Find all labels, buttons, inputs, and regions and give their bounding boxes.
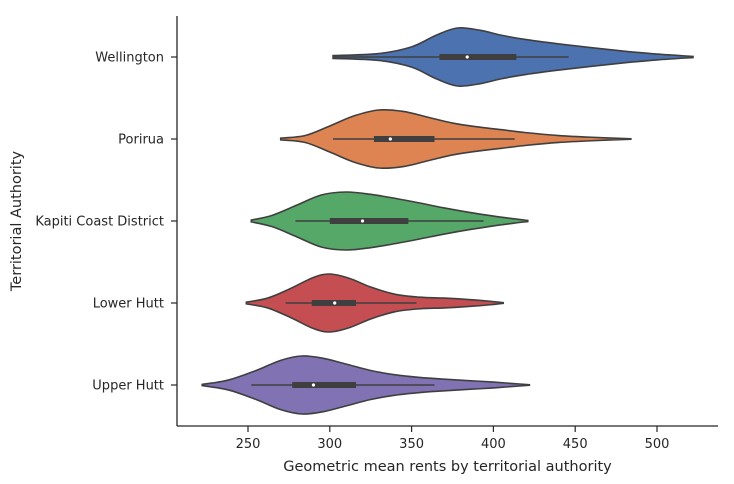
y-axis-ticks: Wellington Porirua Kapiti Coast District Lo… [35, 51, 177, 394]
x-tick-label: 500 [645, 437, 670, 452]
y-tick-label: Porirua [118, 133, 164, 148]
x-tick-label: 300 [317, 437, 342, 452]
y-axis-label: Territorial Authority [9, 150, 25, 292]
x-axis-label: Geometric mean rents by territorial auth… [283, 459, 612, 475]
x-tick-label: 250 [236, 437, 261, 452]
violin-group [245, 273, 505, 333]
plot-area [201, 27, 694, 415]
y-tick-label: Lower Hutt [93, 297, 164, 312]
y-tick-label: Kapiti Coast District [35, 215, 164, 230]
x-tick-label: 400 [481, 437, 506, 452]
y-tick-label: Wellington [95, 51, 164, 66]
violin-group [332, 27, 694, 87]
violin-median-point [360, 219, 365, 223]
violin-group [250, 191, 529, 251]
violin-group [201, 355, 531, 415]
y-tick-label: Upper Hutt [92, 379, 164, 394]
x-axis-ticks: 250 300 350 400 450 500 [236, 426, 670, 452]
violin-median-point [333, 301, 337, 305]
violin-median-point [388, 137, 392, 141]
x-tick-label: 350 [399, 437, 424, 452]
violin-group [279, 108, 632, 170]
x-tick-label: 450 [563, 437, 588, 452]
violin-median-point [311, 383, 316, 387]
violin-median-point [465, 55, 469, 59]
